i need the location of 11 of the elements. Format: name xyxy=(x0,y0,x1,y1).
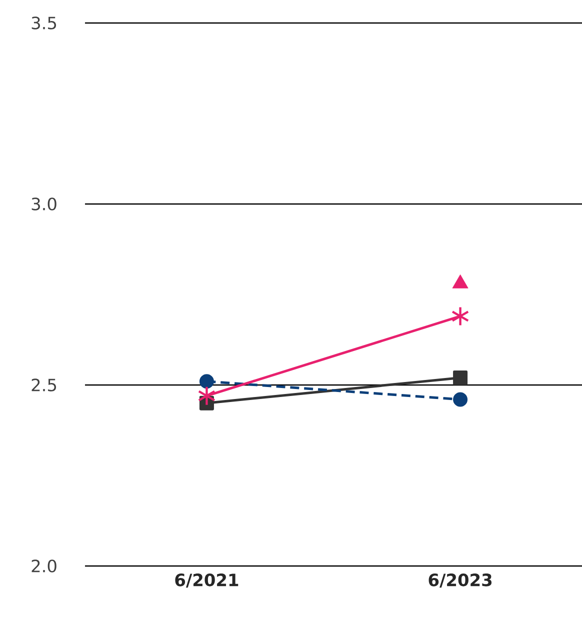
y-tick-label: 2.0 xyxy=(32,560,56,572)
point xyxy=(453,370,468,386)
y-tick-label: 3.5 xyxy=(32,16,56,30)
point xyxy=(453,392,468,407)
x-tick-label: 6/2023 xyxy=(428,574,492,588)
point xyxy=(198,386,216,406)
y-tick-label: 2.5 xyxy=(32,378,56,392)
y-tick-label: 3.0 xyxy=(32,198,56,210)
point xyxy=(451,306,470,326)
x-tick-label: 6/2021 xyxy=(175,574,238,588)
point xyxy=(199,374,214,389)
